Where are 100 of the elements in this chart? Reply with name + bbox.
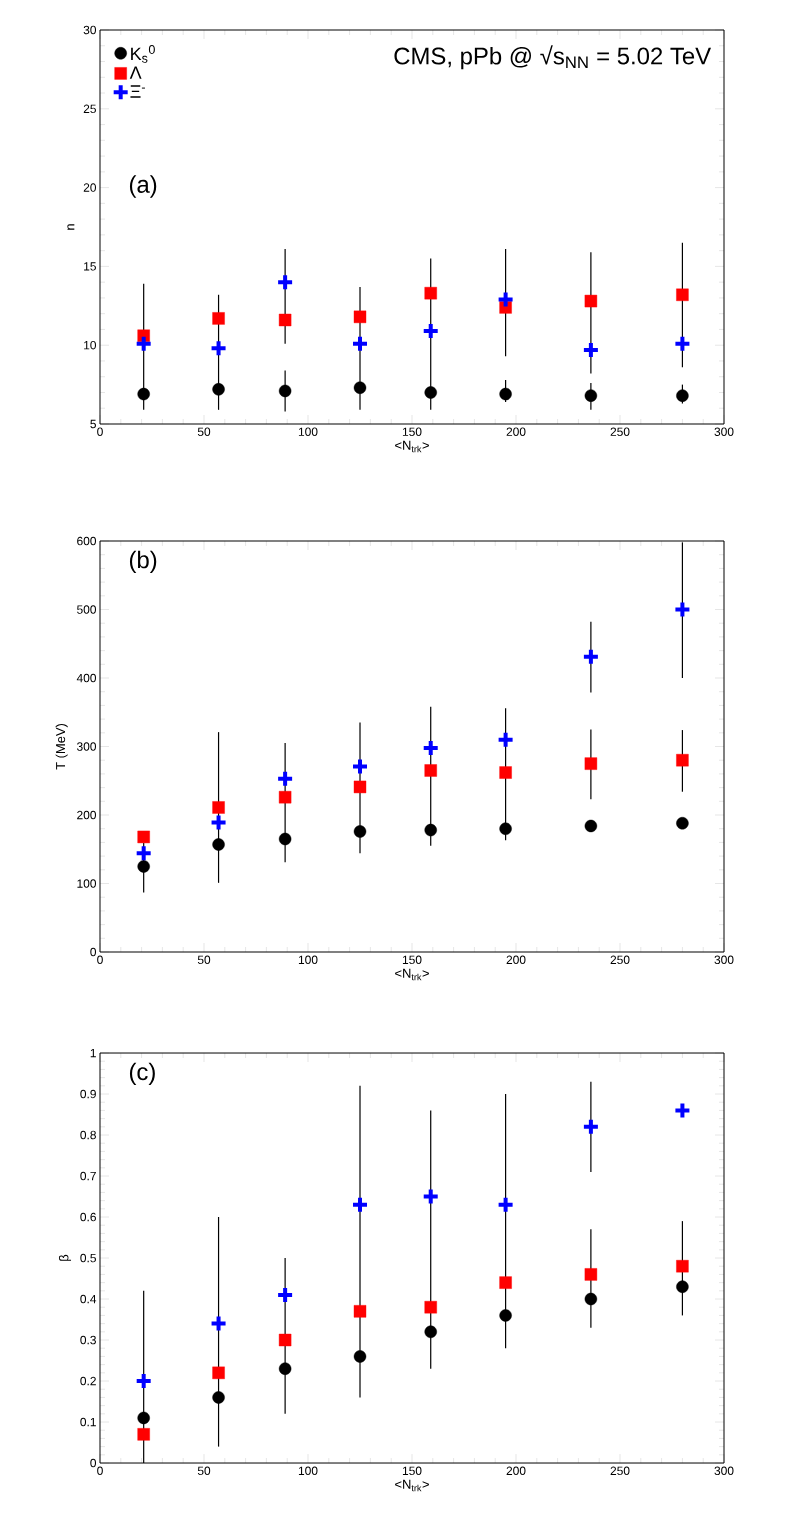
annotation: (a) [129,175,157,198]
point [581,1117,600,1136]
point [673,334,692,353]
y-tick-label: 15 [84,262,96,271]
point [137,1428,150,1441]
y-tick-label: 0.6 [80,1212,96,1222]
point [676,817,689,830]
point [212,1391,225,1404]
y-tick-label: 0 [90,1458,97,1468]
x-tick-label: 300 [714,427,734,436]
y-tick-label: 30 [83,25,97,35]
y-tick-label: 0.1 [80,1417,96,1427]
point [209,339,228,358]
point [676,1280,689,1293]
x-axis-title: <N$_{trk}$> [395,440,429,453]
point [424,764,437,777]
point [584,1268,598,1281]
y-tick-label: 500 [77,605,97,614]
point [212,838,225,851]
point [496,290,515,309]
point [353,381,367,394]
point [134,844,153,863]
y-tick-label: 0.5 [80,1253,96,1263]
point [278,384,292,398]
point [673,600,692,619]
point [353,310,367,324]
legend-label: K$_{s}$0 [131,45,155,63]
y-axis-title: T (MeV) [55,723,68,770]
point [278,791,292,804]
y-tick-label: 25 [83,104,96,114]
y-tick-label: 10 [84,340,97,350]
point [209,1314,228,1333]
y-tick-label: 0.7 [80,1171,96,1181]
x-tick-label: 50 [197,955,211,964]
x-axis-title: <N$_{trk}$> [395,968,429,981]
annotation: (c) [129,1062,155,1085]
y-axis-title: n [67,224,75,230]
point [424,823,437,837]
y-tick-label: 300 [76,742,97,751]
point [278,1362,292,1375]
annotation: CMS, pPb @ √s$_{NN}$ = 5.02 TeV [394,45,712,70]
point [424,386,437,399]
x-tick-label: 100 [298,1466,318,1475]
point [421,1187,440,1206]
point [137,860,150,873]
x-tick-label: 0 [97,427,103,436]
point [137,1411,150,1425]
point [278,1333,292,1347]
x-tick-label: 300 [714,1466,734,1475]
y-tick-label: 400 [76,673,97,683]
point [584,757,598,770]
point [496,1195,515,1214]
x-tick-label: 50 [197,427,211,436]
x-tick-label: 0 [97,1466,103,1475]
point [424,1325,437,1339]
point [353,1350,367,1363]
point [676,1260,689,1273]
x-tick-label: 250 [610,1466,630,1475]
point [499,822,512,835]
x-tick-label: 100 [298,955,318,964]
y-tick-label: 200 [77,810,97,820]
point [351,1195,369,1214]
point [278,313,292,327]
point [584,389,598,402]
x-tick-label: 150 [402,1466,422,1475]
x-tick-label: 0 [97,955,103,964]
point [584,1292,598,1306]
x-tick-label: 250 [610,427,630,436]
x-tick-label: 150 [402,955,422,964]
point [499,766,512,779]
legend-label: Λ [129,66,142,79]
y-tick-label: 0 [90,947,97,957]
point [676,288,689,301]
point [676,754,689,767]
point [353,825,367,838]
point [351,334,369,353]
x-tick-label: 250 [610,955,630,964]
y-tick-label: 0.3 [80,1335,96,1345]
point [499,1309,512,1322]
x-tick-label: 200 [506,1466,526,1475]
x-tick-label: 150 [402,427,422,436]
x-axis-title: <N$_{trk}$> [395,1479,429,1492]
y-tick-label: 0.2 [80,1376,96,1386]
point [209,813,228,832]
point [353,780,367,794]
y-tick-label: 100 [77,879,97,888]
point [424,1301,437,1314]
point [276,769,295,788]
point [353,1305,367,1318]
y-tick-label: 1 [90,1048,96,1058]
point [212,383,225,396]
y-tick-label: 5 [90,419,96,429]
legend-label: Ξ$^{-}$ [130,85,145,98]
point [137,387,150,401]
point [212,312,225,325]
point [137,830,150,844]
x-tick-label: 50 [197,1466,211,1475]
y-tick-label: 20 [83,183,97,192]
point [499,1276,512,1289]
point [278,832,292,846]
